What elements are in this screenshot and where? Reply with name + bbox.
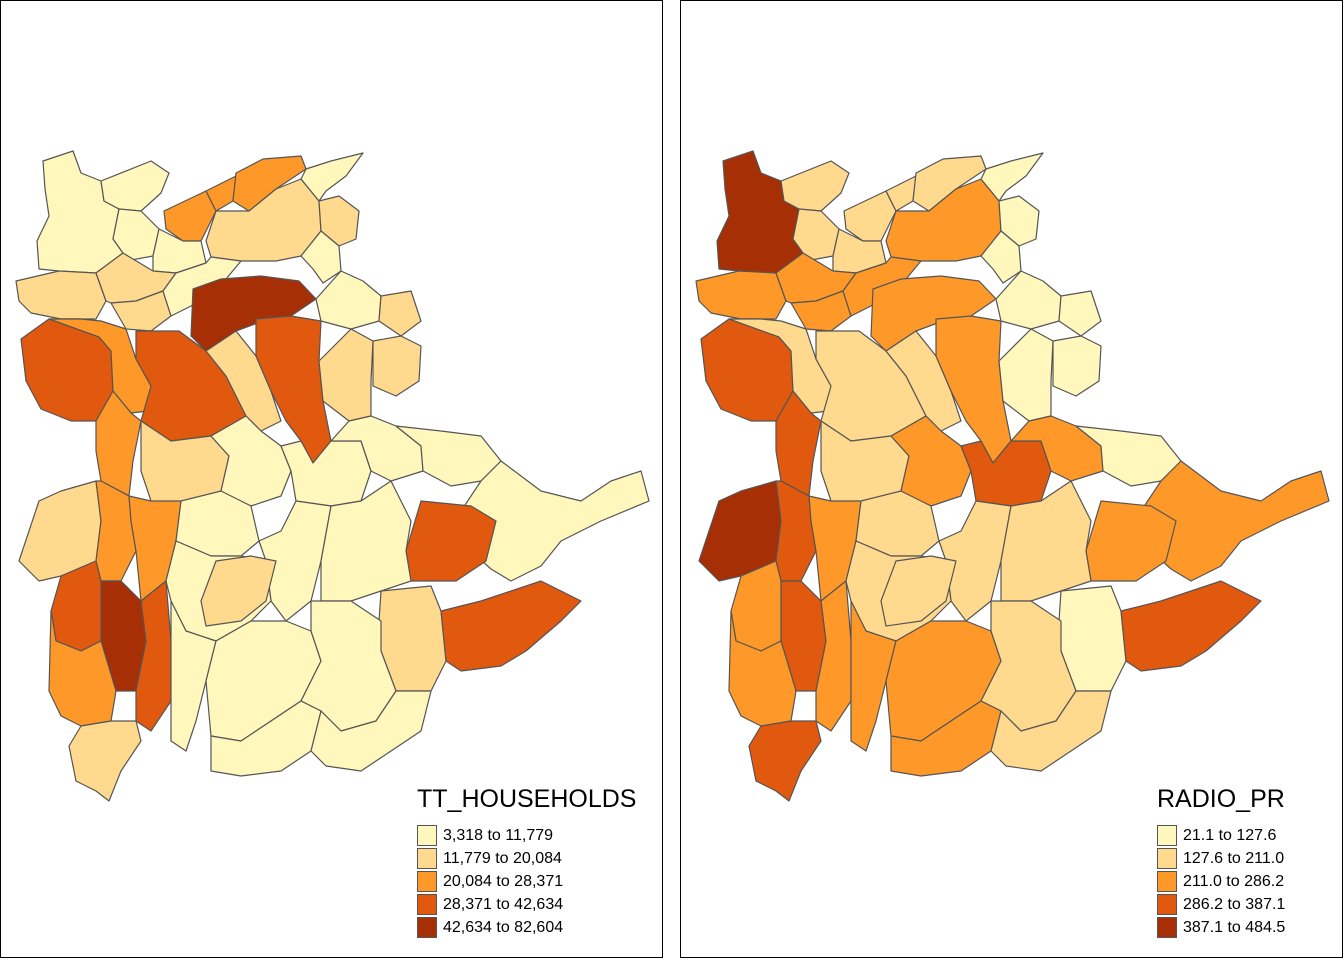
map-region (980, 152, 1044, 202)
map-region (232, 155, 307, 212)
legend-title: RADIO_PR (1157, 785, 1285, 813)
legend-label: 3,318 to 11,779 (443, 826, 554, 844)
map-region (990, 690, 1112, 772)
map-region (716, 150, 804, 274)
map-region (780, 160, 850, 212)
map-region (1000, 480, 1092, 602)
map-region (695, 270, 787, 320)
map-region (210, 415, 292, 507)
map-region (960, 440, 1052, 507)
map-region (1052, 335, 1102, 397)
legend-label: 211.0 to 286.2 (1183, 872, 1285, 890)
legend-label: 11,779 to 20,084 (443, 849, 562, 867)
map-region (300, 230, 342, 284)
legend-item: 3,318 to 11,779 (417, 824, 636, 847)
legend-swatch (1157, 848, 1177, 869)
legend-item: 20,084 to 28,371 (417, 870, 636, 893)
map-region (68, 720, 142, 802)
map-region (15, 270, 107, 320)
map-region (912, 155, 987, 212)
legend-label: 20,084 to 28,371 (443, 872, 564, 890)
map-region (205, 330, 282, 432)
map-region (880, 555, 957, 627)
map-region (135, 580, 172, 732)
map-region (850, 600, 897, 752)
legend-swatch (1157, 917, 1177, 938)
legend-label: 28,371 to 42,634 (443, 895, 564, 913)
map-region (890, 415, 972, 507)
legend-item: 28,371 to 42,634 (417, 893, 636, 916)
legend-label: 42,634 to 82,604 (443, 918, 564, 936)
legend-item: 387.1 to 484.5 (1157, 916, 1285, 939)
legend-radio-pr: RADIO_PR 21.1 to 127.6 127.6 to 211.0 21… (1157, 785, 1285, 939)
map-panel-tt-households: TT_HOUSEHOLDS 3,318 to 11,779 11,779 to … (0, 0, 663, 958)
map-region (998, 328, 1054, 422)
legend-label: 21.1 to 127.6 (1183, 826, 1277, 844)
map-region (1120, 580, 1262, 672)
map-region (95, 390, 142, 497)
legend-item: 11,779 to 20,084 (417, 847, 636, 870)
map-region (405, 500, 497, 582)
map-region (310, 690, 432, 772)
map-region (775, 480, 817, 582)
legend-swatch (1157, 894, 1177, 915)
map-panel-radio-pr: RADIO_PR 21.1 to 127.6 127.6 to 211.0 21… (680, 0, 1343, 958)
legend-item: 42,634 to 82,604 (417, 916, 636, 939)
map-region (980, 230, 1022, 284)
map-region (378, 290, 422, 337)
map-region (885, 178, 1002, 262)
map-region (36, 150, 124, 274)
map-region (95, 480, 137, 582)
map-region (320, 480, 412, 602)
choropleth-map-radio-pr (695, 150, 1330, 802)
legend-swatch (1157, 871, 1177, 892)
map-region (318, 328, 374, 422)
legend-swatch (417, 825, 437, 846)
legend-swatch (417, 871, 437, 892)
legend-item: 21.1 to 127.6 (1157, 824, 1285, 847)
legend-label: 286.2 to 387.1 (1183, 895, 1286, 913)
legend-label: 387.1 to 484.5 (1183, 918, 1286, 936)
legend-swatch (1157, 825, 1177, 846)
legend-item: 211.0 to 286.2 (1157, 870, 1285, 893)
legend-swatch (417, 848, 437, 869)
map-region (372, 335, 422, 397)
map-region (1085, 500, 1177, 582)
map-region (200, 555, 277, 627)
map-region (100, 160, 170, 212)
legend-item: 127.6 to 211.0 (1157, 847, 1285, 870)
map-region (1058, 290, 1102, 337)
legend-tt-households: TT_HOUSEHOLDS 3,318 to 11,779 11,779 to … (417, 785, 636, 939)
map-region (300, 152, 364, 202)
map-region (205, 178, 322, 262)
legend-swatch (417, 917, 437, 938)
map-region (440, 580, 582, 672)
map-region (775, 390, 822, 497)
map-region (748, 720, 822, 802)
map-region (728, 610, 797, 727)
legend-label: 127.6 to 211.0 (1183, 849, 1285, 867)
legend-title: TT_HOUSEHOLDS (417, 785, 637, 813)
map-region (792, 208, 840, 262)
map-region (815, 580, 852, 732)
map-region (885, 330, 962, 432)
legend-swatch (417, 894, 437, 915)
map-region (170, 600, 217, 752)
choropleth-map-tt-households (15, 150, 650, 802)
map-region (280, 440, 372, 507)
map-region (48, 610, 117, 727)
legend-item: 286.2 to 387.1 (1157, 893, 1285, 916)
map-region (112, 208, 160, 262)
